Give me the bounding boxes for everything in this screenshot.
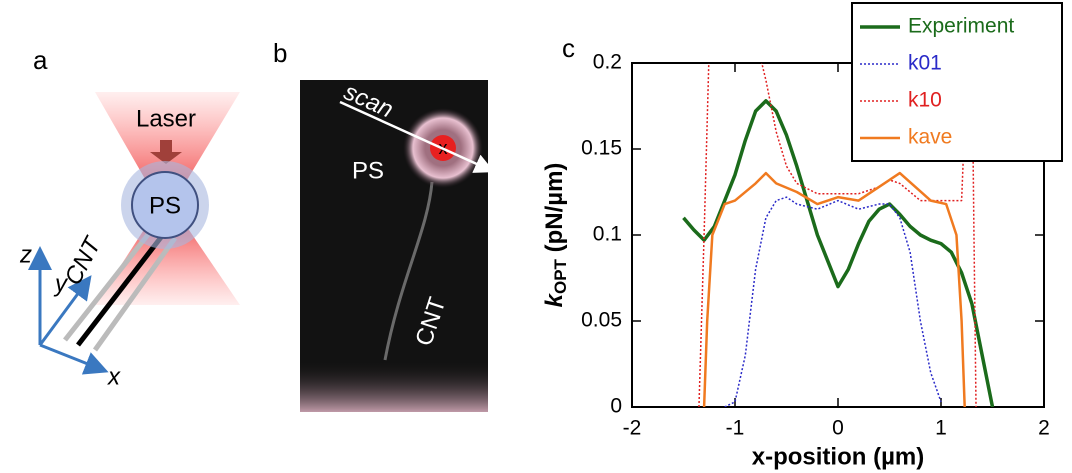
bead-label: PS xyxy=(149,192,181,219)
panel-a: a Laser PS z y x CNT xyxy=(19,45,240,390)
panel-b: b x scan PS CNT xyxy=(273,38,495,412)
cnt xyxy=(76,234,164,347)
y-axis-subscript: OPT xyxy=(551,258,570,294)
y-tick-label: 0.2 xyxy=(593,51,622,74)
scan-arrow xyxy=(339,100,495,173)
axis-arrow xyxy=(39,343,109,375)
x-tick-label: -1 xyxy=(726,417,745,440)
panel-label: a xyxy=(33,45,48,75)
legend-label: k10 xyxy=(908,89,942,112)
cnt xyxy=(383,181,434,361)
cnt-shadow xyxy=(63,230,152,342)
y-axis-symbol: k xyxy=(541,292,568,307)
plot-lines xyxy=(682,63,995,407)
y-tick-label: 0.05 xyxy=(581,309,622,332)
cnt-shadow xyxy=(92,236,178,352)
axis-label: x xyxy=(107,363,121,390)
x-tick-label: 2 xyxy=(1038,417,1050,440)
micrograph-floor xyxy=(300,360,488,412)
x-tick-label: 0 xyxy=(832,417,844,440)
y-axis-title: kOPT (pN/µm) xyxy=(541,163,570,308)
legend-label: k01 xyxy=(908,52,942,75)
y-tick-label: 0 xyxy=(610,395,622,418)
laser-beam xyxy=(95,205,240,305)
axis-label: z xyxy=(19,241,32,268)
legend-label: kave xyxy=(908,126,952,149)
y-axis-unit: (pN/µm) xyxy=(541,163,568,259)
series-line xyxy=(724,196,942,407)
axis-label: y xyxy=(53,270,69,297)
x-tick-label: -2 xyxy=(623,417,642,440)
panel-label: b xyxy=(273,38,287,68)
series-line xyxy=(682,99,995,407)
bead xyxy=(131,171,199,239)
arrow xyxy=(150,152,182,164)
y-tick-label: 0.1 xyxy=(593,223,622,246)
x-axis-title: x-position (µm) xyxy=(752,443,924,470)
series-line xyxy=(702,171,966,407)
laser-label: Laser xyxy=(136,105,196,132)
cnt-label: CNT xyxy=(59,231,107,289)
y-tick-label: 0.15 xyxy=(581,137,622,160)
axis-arrow xyxy=(38,275,92,346)
series-line xyxy=(698,63,977,407)
x-tick-label: 1 xyxy=(935,417,947,440)
panel-label: c xyxy=(562,33,575,63)
arrow xyxy=(160,140,172,152)
legend-box xyxy=(851,2,1063,162)
bead-label: PS xyxy=(352,157,384,184)
legend-label: Experiment xyxy=(908,15,1014,38)
